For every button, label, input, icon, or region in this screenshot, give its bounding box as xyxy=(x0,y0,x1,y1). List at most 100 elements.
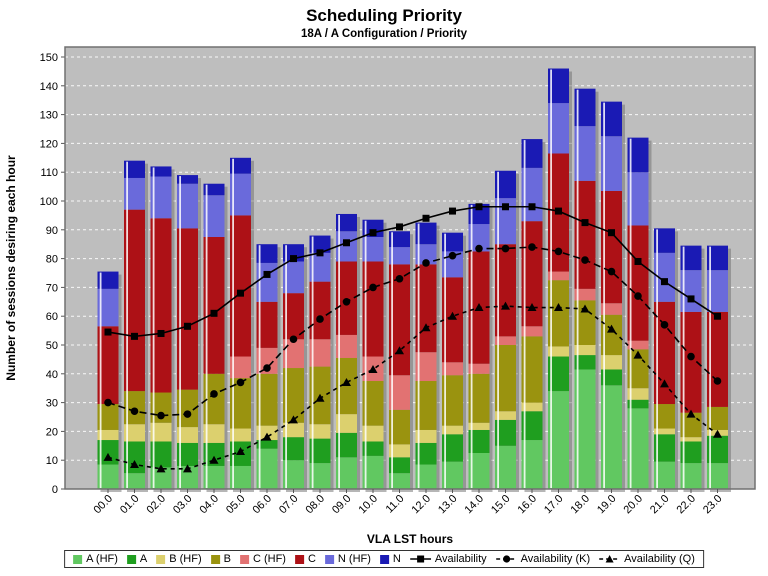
legend-label: Availability (K) xyxy=(520,553,591,565)
bar-segment xyxy=(574,345,596,356)
availability-k-marker xyxy=(660,321,669,329)
bar-segment xyxy=(150,441,172,468)
bar-segment xyxy=(389,375,410,410)
bar-segment xyxy=(601,369,622,386)
bar-segment xyxy=(548,356,569,392)
legend-label: Availability (Q) xyxy=(624,553,695,565)
bar-segment xyxy=(124,209,145,392)
availability-k-marker xyxy=(236,378,245,387)
bar-segment xyxy=(468,453,490,489)
availability-q-marker xyxy=(342,377,351,386)
bar-segment xyxy=(468,224,490,252)
y-axis-title: Number of sessions desiring each hour xyxy=(4,155,18,381)
bar-segment xyxy=(415,352,437,381)
x-tick-label: 17.0 xyxy=(542,493,566,517)
availability-q-line xyxy=(107,305,718,470)
bar-segment xyxy=(362,425,384,442)
bar-gloss xyxy=(444,233,446,488)
bar-segment xyxy=(601,314,622,356)
availability-k-marker xyxy=(687,352,695,361)
bar-segment xyxy=(203,183,225,196)
x-tick-label: 22.0 xyxy=(674,493,698,517)
chart-subtitle: 18A / A Configuration / Priority xyxy=(301,28,468,40)
bar-segment xyxy=(627,137,649,173)
bar-segment xyxy=(124,177,145,210)
availability-k-marker xyxy=(581,256,589,264)
bar-segment xyxy=(124,473,145,489)
availability-q-marker xyxy=(607,324,616,333)
y-tick-label: 150 xyxy=(40,52,58,64)
bar-segment xyxy=(415,222,437,245)
bar-gloss xyxy=(417,223,420,488)
availability-k-marker xyxy=(316,315,324,323)
bar-gloss xyxy=(709,246,711,488)
availability-k-marker xyxy=(369,283,377,292)
bar-segment xyxy=(468,429,490,453)
bar-gloss xyxy=(311,236,314,488)
availability-marker xyxy=(422,214,430,222)
bar-gloss xyxy=(550,69,552,489)
availability-k-marker xyxy=(422,259,430,267)
bar-segment xyxy=(230,173,251,216)
bar-segment xyxy=(495,198,516,245)
bar-segment xyxy=(442,434,463,462)
legend-swatch xyxy=(156,554,166,564)
bar-segment xyxy=(415,264,437,353)
bar-segment xyxy=(521,402,543,412)
x-tick-label: 18.0 xyxy=(568,493,592,517)
availability-k-marker xyxy=(289,335,298,344)
availability-k-marker xyxy=(157,411,165,420)
bar-segment xyxy=(309,339,331,367)
x-tick-label: 12.0 xyxy=(409,493,433,517)
availability-k-marker xyxy=(104,398,112,407)
bar-gloss xyxy=(523,140,526,488)
legend-line-glyph xyxy=(409,555,431,563)
availability-marker xyxy=(237,289,244,297)
availability-marker xyxy=(634,257,642,265)
legend-label: C xyxy=(307,553,316,565)
bar-segment xyxy=(627,408,649,489)
availability-marker xyxy=(661,278,668,286)
availability-q-marker xyxy=(236,447,245,456)
bar-segment xyxy=(468,363,490,374)
legend-item-availability-k: Availability (K) xyxy=(495,553,591,565)
availability-k-line xyxy=(107,246,719,417)
legend-label: C (HF) xyxy=(252,553,286,565)
bar-segment xyxy=(601,355,622,370)
legend-swatch xyxy=(294,554,304,564)
bar-gloss xyxy=(576,89,579,489)
x-tick-label: 23.0 xyxy=(701,493,725,517)
x-tick-label: 13.0 xyxy=(436,493,460,517)
bar-segment xyxy=(654,404,675,429)
availability-k-marker xyxy=(395,274,404,283)
availability-q-marker xyxy=(103,452,113,461)
y-tick-label: 110 xyxy=(40,167,58,179)
availability-q-marker xyxy=(474,303,484,312)
y-tick-label: 140 xyxy=(40,81,58,93)
x-tick-label: 15.0 xyxy=(489,493,513,517)
availability-marker xyxy=(290,255,297,263)
bar-segment xyxy=(680,245,702,271)
bar-segment xyxy=(707,406,728,430)
bar-segment xyxy=(283,293,304,340)
bar-segment xyxy=(548,280,569,347)
bar-segment xyxy=(389,247,410,265)
legend-item-availability: Availability xyxy=(409,553,487,565)
bar-gloss xyxy=(126,161,128,488)
bar-segment xyxy=(574,88,596,127)
bar-segment xyxy=(177,389,198,428)
bar-segment xyxy=(680,441,702,464)
bar-segment xyxy=(389,264,410,376)
bar-segment xyxy=(203,237,225,374)
y-tick-label: 100 xyxy=(40,196,58,208)
bar-segment xyxy=(230,378,251,429)
bar-segment xyxy=(442,362,463,376)
bar-segment xyxy=(283,437,304,461)
bar-segment xyxy=(336,457,357,489)
bar-segment xyxy=(415,429,437,443)
legend-item-n: N xyxy=(379,553,401,565)
x-tick-label: 03.0 xyxy=(171,493,195,517)
legend-line-glyph xyxy=(599,555,621,563)
availability-q-marker xyxy=(713,429,722,438)
